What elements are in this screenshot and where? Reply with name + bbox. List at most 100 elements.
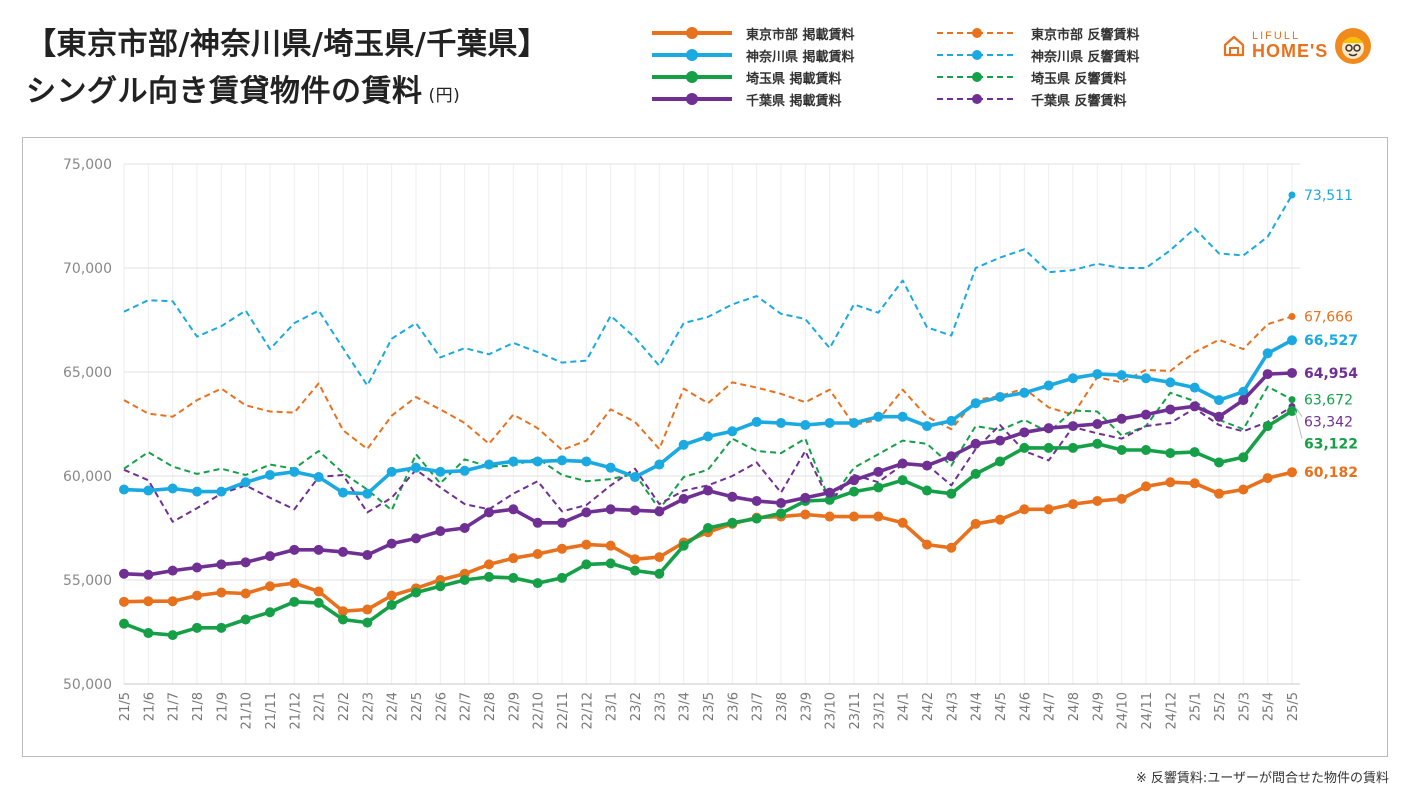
data-point [1214, 411, 1224, 422]
data-point [1165, 477, 1176, 488]
data-point [1092, 495, 1103, 506]
data-point [630, 505, 640, 516]
data-point [873, 466, 884, 477]
y-tick-label: 75,000 [63, 157, 112, 173]
data-point [1165, 448, 1176, 459]
data-point [411, 462, 421, 473]
data-point [824, 487, 835, 498]
data-point [557, 543, 567, 554]
data-point [289, 578, 300, 589]
data-point [1043, 442, 1054, 453]
data-point [411, 533, 421, 544]
y-tick-label: 60,000 [63, 469, 112, 485]
logo-text: LIFULL HOME'S [1252, 30, 1328, 62]
x-tick-label: 21/10 [240, 692, 255, 729]
data-point [1238, 395, 1249, 406]
x-tick-label: 23/12 [872, 692, 887, 729]
data-point [849, 417, 859, 428]
data-point [1043, 380, 1054, 391]
legend-label: 東京市部 掲載賃料 [746, 27, 855, 43]
data-point [1288, 396, 1296, 404]
data-point [727, 491, 738, 502]
series-2 [119, 406, 1297, 641]
data-point [1287, 467, 1297, 478]
x-tick-label: 24/4 [970, 692, 985, 721]
data-point [459, 575, 470, 585]
data-point [484, 459, 494, 470]
data-point [143, 596, 154, 607]
data-point [1116, 445, 1127, 455]
data-point [411, 587, 421, 598]
data-point [800, 420, 811, 431]
x-tick-label: 22/5 [410, 692, 425, 721]
data-point [1262, 421, 1273, 432]
legend-item: 神奈川県 掲載賃料 [650, 44, 855, 66]
data-point [995, 456, 1005, 467]
x-axis: 21/5 21/6 21/7 21/8 21/9 21/10 21/11 21/12 22/1 2… [118, 692, 1301, 729]
data-point [970, 518, 981, 529]
data-point [1019, 504, 1030, 515]
legend-label: 神奈川県 反響賃料 [1031, 49, 1140, 65]
legend-item: 埼玉県 反響賃料 [935, 66, 1127, 88]
data-point [362, 617, 373, 628]
data-point [995, 435, 1005, 446]
data-point [557, 455, 567, 466]
data-point [167, 630, 178, 641]
data-point [800, 492, 811, 503]
data-point [1238, 452, 1249, 463]
legend-swatch [937, 72, 1017, 82]
data-point [216, 622, 227, 633]
data-point [557, 517, 567, 528]
data-point [605, 540, 616, 551]
data-point [1288, 191, 1296, 199]
data-point [119, 484, 129, 495]
data-point [1141, 481, 1151, 492]
data-point [678, 493, 689, 504]
data-point [946, 415, 957, 426]
data-point [484, 559, 494, 570]
data-point [1068, 373, 1078, 384]
data-point [1214, 395, 1224, 406]
data-point [849, 475, 859, 486]
y-tick-label: 70,000 [63, 261, 112, 277]
legend-swatch [937, 50, 1017, 60]
data-point [970, 398, 981, 409]
legend-swatch [937, 94, 1017, 104]
data-point [995, 391, 1005, 402]
data-point [873, 411, 884, 422]
x-tick-label: 25/3 [1237, 692, 1252, 721]
logo-line-1: LIFULL [1252, 30, 1301, 43]
data-point [1287, 335, 1297, 346]
data-point [873, 482, 884, 493]
data-point [240, 477, 251, 488]
x-tick-label: 22/7 [459, 692, 474, 721]
legend-swatch [652, 71, 732, 83]
data-point [605, 504, 616, 515]
data-point [143, 485, 154, 496]
end-value-label: 66,527 [1304, 333, 1358, 349]
data-point [1141, 373, 1151, 384]
y-tick-label: 50,000 [63, 677, 112, 693]
data-point [1262, 473, 1273, 484]
legend-label: 千葉県 反響賃料 [1031, 93, 1127, 109]
data-point [1043, 423, 1054, 434]
x-tick-label: 25/2 [1213, 692, 1228, 721]
series-1 [119, 335, 1297, 499]
x-tick-label: 23/10 [824, 692, 839, 729]
x-tick-label: 24/5 [994, 692, 1009, 721]
data-point [605, 558, 616, 569]
legend-label: 埼玉県 掲載賃料 [746, 71, 842, 87]
x-tick-label: 23/4 [678, 692, 693, 721]
data-point [1092, 438, 1103, 449]
x-tick-label: 23/9 [799, 692, 814, 721]
data-point [630, 565, 640, 576]
data-point [265, 551, 275, 562]
data-point [435, 526, 446, 537]
data-point [386, 466, 397, 477]
data-point [192, 622, 202, 633]
data-point [995, 514, 1005, 525]
legend-label: 埼玉県 反響賃料 [1031, 71, 1127, 87]
data-point [703, 523, 713, 533]
x-tick-label: 21/6 [142, 692, 157, 721]
end-value-label: 63,122 [1304, 437, 1358, 453]
